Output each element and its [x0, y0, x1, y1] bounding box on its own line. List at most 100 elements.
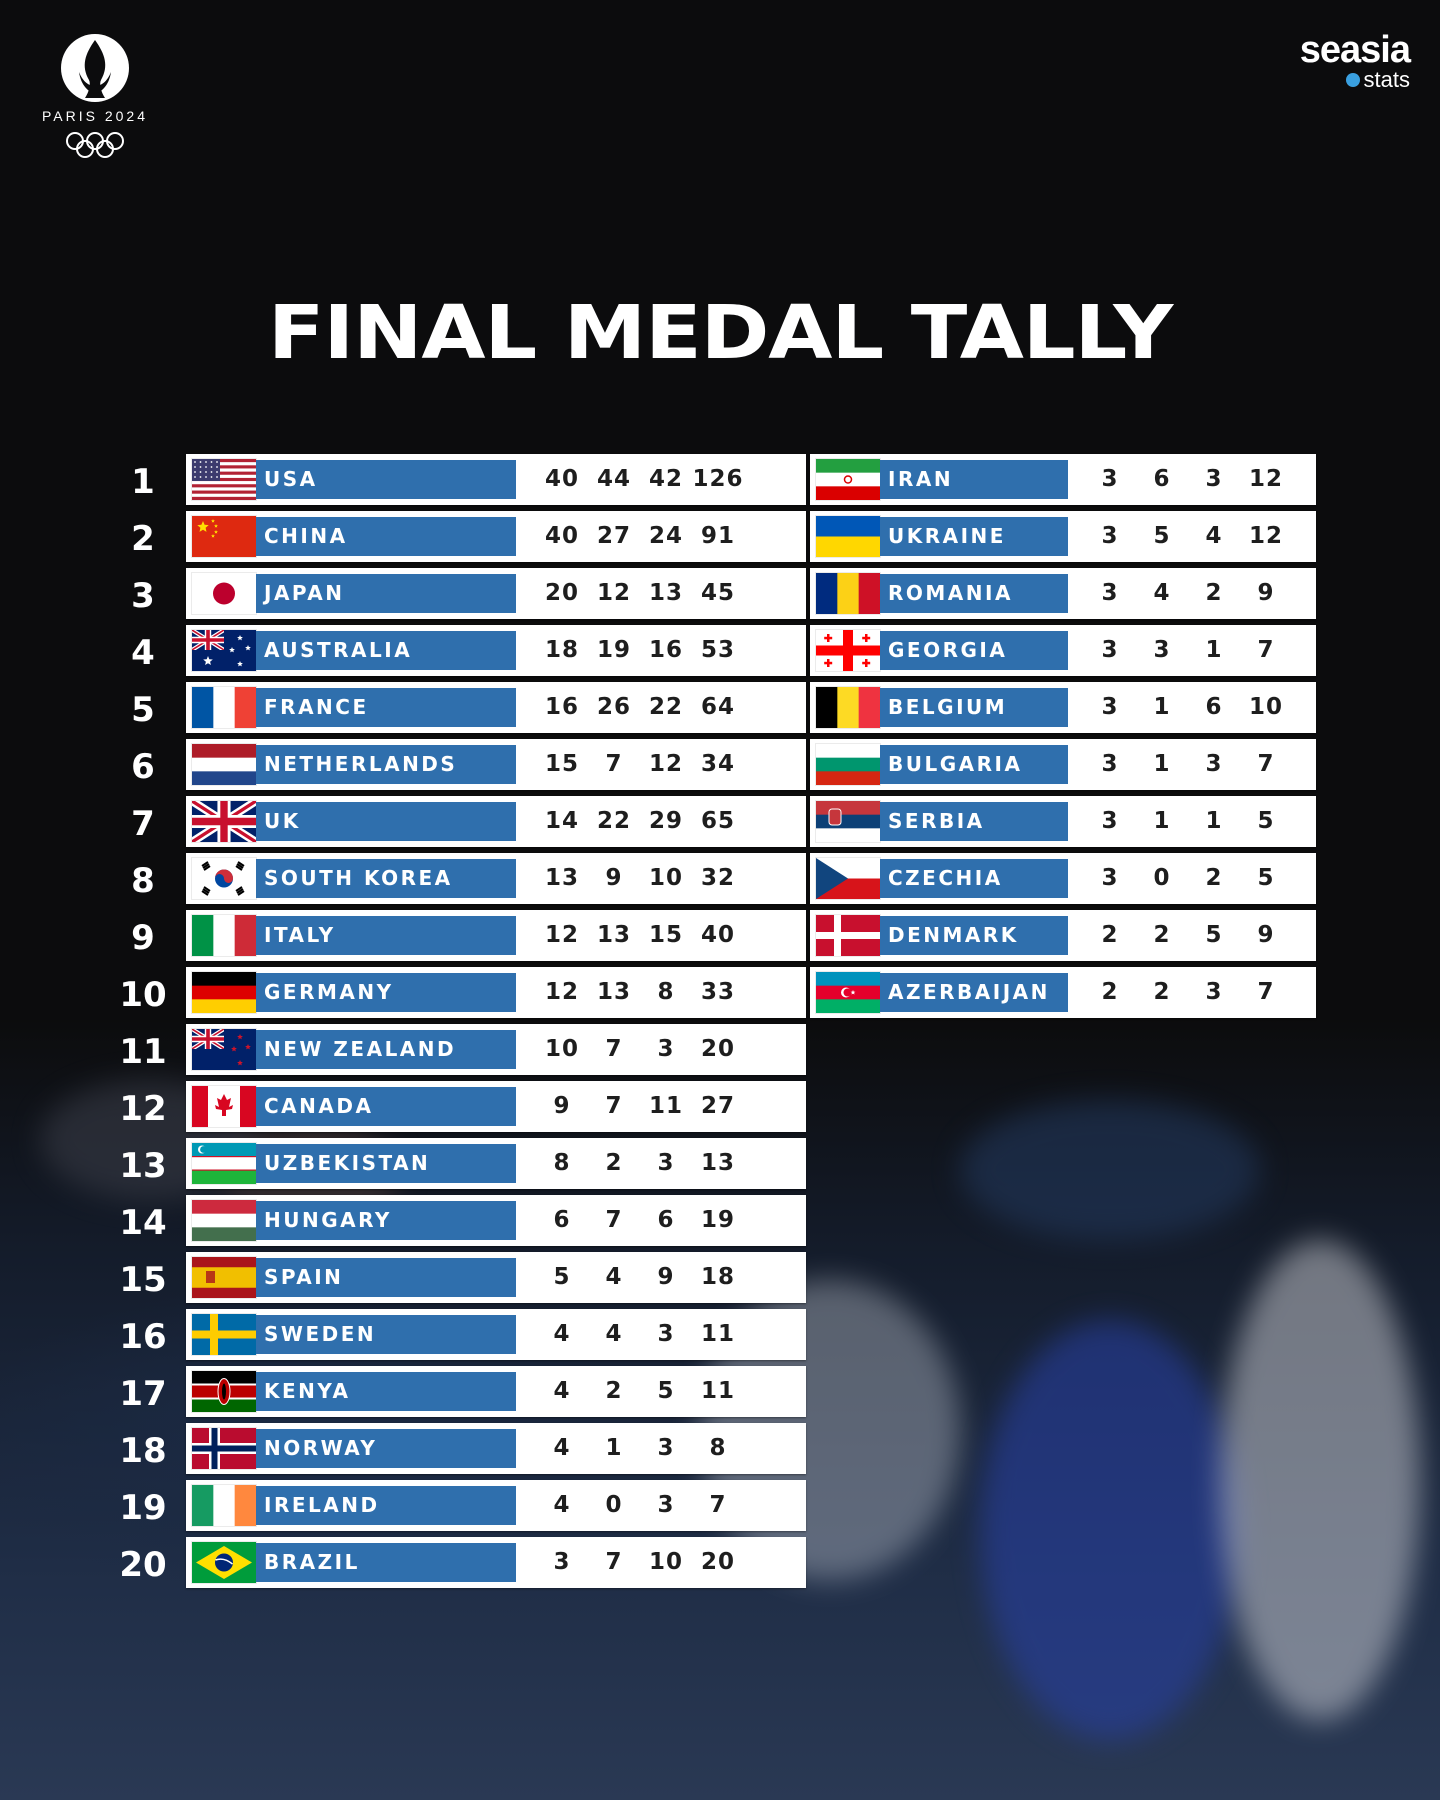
total-count: 8	[709, 1435, 727, 1461]
gold-count: 3	[1101, 523, 1119, 549]
country-name: JAPAN	[256, 574, 516, 613]
rank: 21	[743, 462, 791, 502]
country-card: AUSTRALIA 18 19 16 53	[186, 625, 806, 676]
rank: 1	[131, 462, 155, 502]
total-count: 20	[700, 1549, 735, 1575]
flag-new-zealand-icon	[192, 1029, 256, 1070]
gold-count: 10	[544, 1036, 579, 1062]
total-count: 13	[700, 1150, 735, 1176]
bronze-count: 42	[648, 466, 683, 492]
bronze-count: 1	[1205, 637, 1223, 663]
flag-belgium-icon	[816, 687, 880, 728]
total-count: 91	[700, 523, 735, 549]
country-name: NETHERLANDS	[256, 745, 516, 784]
country-card: UZBEKISTAN 8 2 3 13	[186, 1138, 806, 1189]
bronze-count: 4	[1205, 523, 1223, 549]
total-count: 5	[1257, 865, 1275, 891]
silver-count: 22	[596, 808, 631, 834]
rank: 6	[131, 747, 155, 787]
flag-south-korea-icon	[192, 858, 256, 899]
country-name: SWEDEN	[256, 1315, 516, 1354]
silver-count: 7	[605, 1549, 623, 1575]
gold-count: 2	[1101, 922, 1119, 948]
bronze-count: 9	[657, 1264, 675, 1290]
bronze-count: 29	[648, 808, 683, 834]
flag-serbia-icon	[816, 801, 880, 842]
flag-azerbaijan-icon	[816, 972, 880, 1013]
silver-count: 2	[605, 1150, 623, 1176]
rank: 24	[743, 633, 791, 673]
gold-count: 4	[553, 1378, 571, 1404]
total-count: 9	[1257, 922, 1275, 948]
rank: 13	[119, 1146, 167, 1186]
bronze-count: 2	[1205, 865, 1223, 891]
rank: 29	[743, 918, 791, 958]
country-name: CZECHIA	[880, 859, 1068, 898]
flag-germany-icon	[192, 972, 256, 1013]
gold-count: 3	[1101, 808, 1119, 834]
country-card: ROMANIA 3 4 2 9	[810, 568, 1316, 619]
silver-count: 0	[605, 1492, 623, 1518]
bronze-count: 10	[648, 1549, 683, 1575]
country-card: JAPAN 20 12 13 45	[186, 568, 806, 619]
rank: 28	[743, 861, 791, 901]
country-card: NORWAY 4 1 3 8	[186, 1423, 806, 1474]
country-card: SWEDEN 4 4 3 11	[186, 1309, 806, 1360]
flag-uzbekistan-icon	[192, 1143, 256, 1184]
silver-count: 1	[1153, 694, 1171, 720]
rank: 18	[119, 1431, 167, 1471]
gold-count: 2	[1101, 979, 1119, 1005]
silver-count: 13	[596, 979, 631, 1005]
country-name: UZBEKISTAN	[256, 1144, 516, 1183]
bronze-count: 3	[1205, 979, 1223, 1005]
gold-count: 4	[553, 1492, 571, 1518]
silver-count: 1	[1153, 808, 1171, 834]
country-card: USA 40 44 42 126	[186, 454, 806, 505]
silver-count: 1	[605, 1435, 623, 1461]
silver-count: 7	[605, 1207, 623, 1233]
bronze-count: 3	[1205, 466, 1223, 492]
country-card: SOUTH KOREA 13 9 10 32	[186, 853, 806, 904]
silver-count: 27	[596, 523, 631, 549]
silver-count: 7	[605, 1036, 623, 1062]
country-name: GERMANY	[256, 973, 516, 1012]
gold-count: 8	[553, 1150, 571, 1176]
bronze-count: 8	[657, 979, 675, 1005]
total-count: 64	[700, 694, 735, 720]
silver-count: 7	[605, 1093, 623, 1119]
flag-japan-icon	[192, 573, 256, 614]
gold-count: 5	[553, 1264, 571, 1290]
country-name: GEORGIA	[880, 631, 1068, 670]
country-name: SERBIA	[880, 802, 1068, 841]
olympic-rings-icon	[63, 130, 127, 160]
total-count: 12	[1248, 523, 1283, 549]
bronze-count: 15	[648, 922, 683, 948]
rank: 11	[119, 1032, 167, 1072]
silver-count: 2	[605, 1378, 623, 1404]
bronze-count: 3	[657, 1492, 675, 1518]
bronze-count: 3	[1205, 751, 1223, 777]
bronze-count: 2	[1205, 580, 1223, 606]
brand-subline: stats	[1300, 68, 1410, 92]
total-count: 12	[1248, 466, 1283, 492]
total-count: 53	[700, 637, 735, 663]
flag-romania-icon	[816, 573, 880, 614]
gold-count: 4	[553, 1435, 571, 1461]
total-count: 45	[700, 580, 735, 606]
seasia-logo: seasia stats	[1300, 31, 1411, 92]
athlete-blur	[980, 1320, 1240, 1740]
country-card: SERBIA 3 1 1 5	[810, 796, 1316, 847]
flag-spain-icon	[192, 1257, 256, 1298]
gold-count: 3	[1101, 865, 1119, 891]
gold-count: 13	[544, 865, 579, 891]
country-name: UK	[256, 802, 516, 841]
country-card: BULGARIA 3 1 3 7	[810, 739, 1316, 790]
rank: 22	[743, 519, 791, 559]
country-name: USA	[256, 460, 516, 499]
gold-count: 3	[553, 1549, 571, 1575]
seasia-dot-icon	[1345, 73, 1360, 87]
country-name: SOUTH KOREA	[256, 859, 516, 898]
country-name: BULGARIA	[880, 745, 1068, 784]
rank: 9	[131, 918, 155, 958]
silver-count: 5	[1153, 523, 1171, 549]
